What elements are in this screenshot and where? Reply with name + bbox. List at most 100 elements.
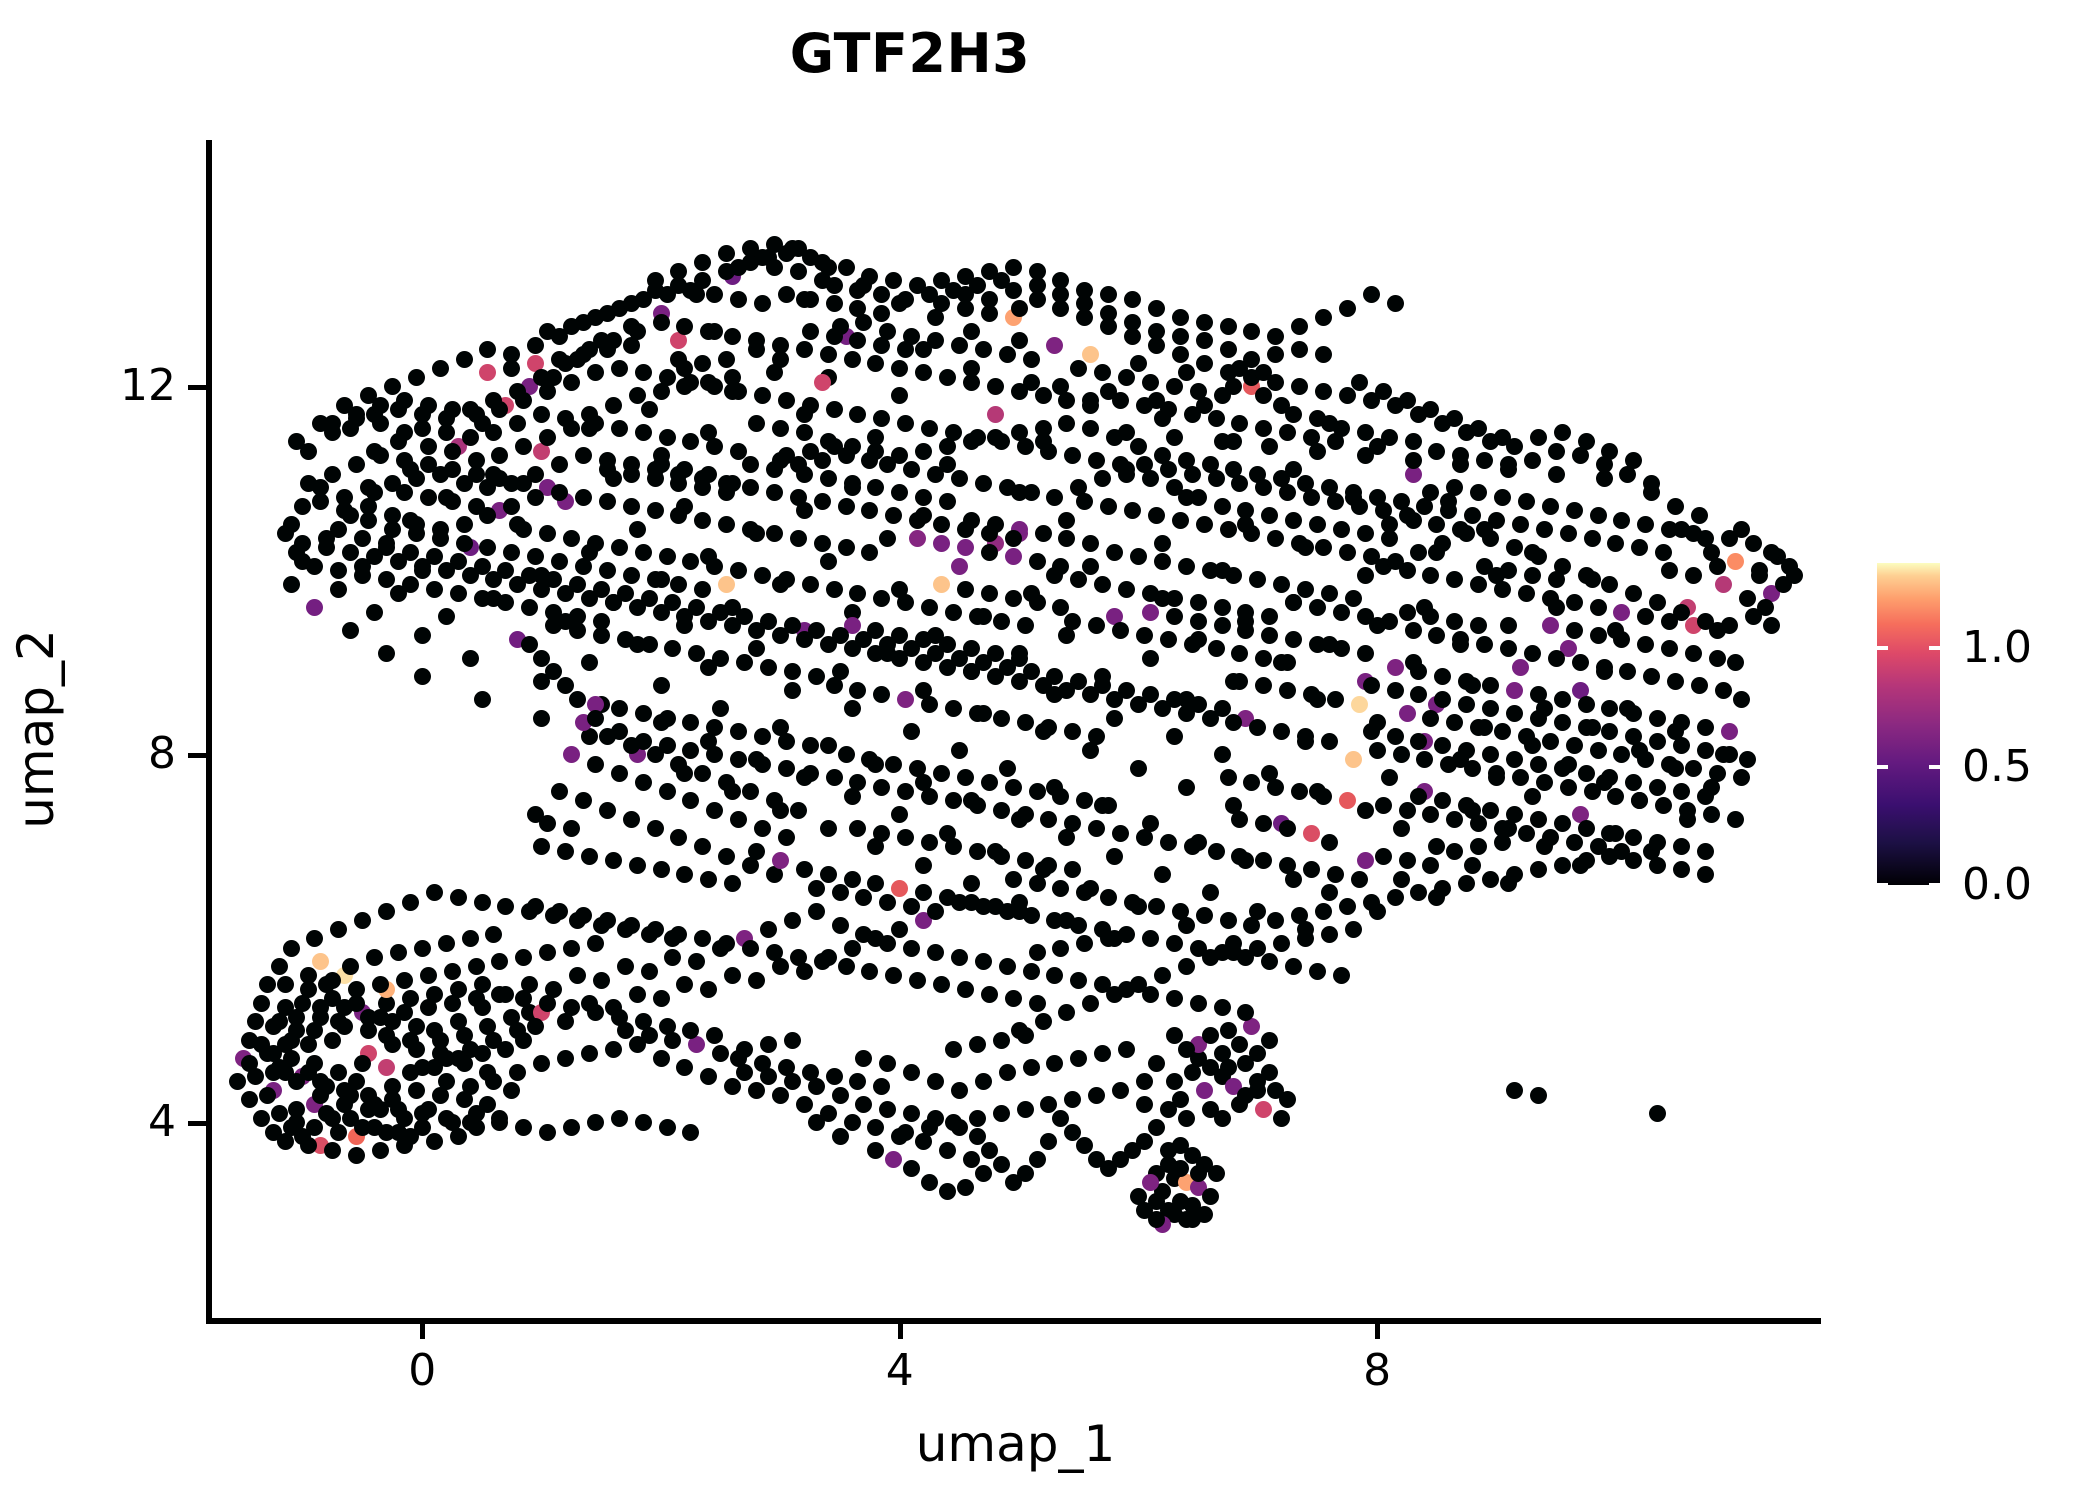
scatter-point	[1368, 741, 1386, 759]
scatter-point	[730, 723, 748, 741]
scatter-point	[664, 640, 682, 658]
scatter-point	[1124, 327, 1141, 345]
scatter-point	[413, 668, 431, 685]
scatter-point	[1159, 461, 1177, 478]
scatter-point	[1249, 1045, 1267, 1063]
scatter-point	[503, 497, 521, 515]
scatter-point	[956, 769, 974, 787]
scatter-point	[515, 391, 533, 409]
scatter-point	[1285, 405, 1303, 423]
scatter-point	[282, 939, 300, 957]
scatter-point	[897, 341, 915, 359]
scatter-point	[891, 359, 909, 377]
scatter-point	[1464, 856, 1482, 874]
scatter-point	[228, 1073, 246, 1090]
scatter-point	[956, 267, 974, 285]
scatter-point	[527, 806, 545, 824]
scatter-point	[777, 760, 795, 778]
scatter-point	[1118, 681, 1135, 699]
scatter-point	[557, 1013, 574, 1031]
scatter-point	[1649, 594, 1667, 612]
scatter-point	[1082, 345, 1100, 363]
scatter-point	[933, 764, 950, 782]
scatter-point	[598, 801, 616, 819]
scatter-point	[479, 1017, 497, 1035]
scatter-point	[1100, 888, 1118, 906]
scatter-point	[980, 263, 998, 281]
scatter-point	[282, 1050, 300, 1067]
scatter-point	[1219, 1022, 1237, 1040]
scatter-point	[1159, 1142, 1177, 1159]
scatter-point	[1028, 263, 1046, 281]
scatter-point	[1344, 921, 1362, 939]
scatter-point	[449, 980, 467, 998]
scatter-point	[933, 576, 950, 593]
scatter-point	[759, 1036, 777, 1054]
scatter-point	[861, 962, 879, 980]
scatter-point	[1291, 341, 1309, 359]
colorbar-tick-mark	[1877, 646, 1888, 651]
scatter-point	[1738, 589, 1756, 607]
scatter-point	[891, 806, 909, 824]
scatter-point	[527, 548, 545, 566]
scatter-point	[1004, 990, 1022, 1008]
scatter-point	[927, 645, 944, 662]
scatter-point	[1505, 750, 1523, 768]
scatter-point	[1625, 727, 1643, 745]
scatter-point	[1213, 700, 1231, 718]
scatter-point	[545, 603, 563, 621]
scatter-point	[330, 1063, 348, 1081]
scatter-point	[1726, 654, 1744, 672]
scatter-point	[1505, 1082, 1523, 1100]
scatter-point	[1094, 1045, 1112, 1063]
scatter-point	[545, 368, 563, 386]
scatter-point	[843, 787, 861, 805]
scatter-point	[1100, 1160, 1118, 1178]
scatter-point	[885, 507, 903, 524]
scatter-point	[360, 1100, 378, 1118]
scatter-point	[288, 1022, 306, 1040]
scatter-point	[897, 415, 915, 432]
scatter-point	[574, 313, 592, 331]
scatter-point	[604, 332, 622, 350]
scatter-point	[413, 419, 431, 437]
scatter-point	[425, 548, 443, 566]
scatter-point	[986, 378, 1004, 396]
scatter-point	[771, 957, 789, 975]
scatter-point	[1428, 442, 1446, 460]
scatter-point	[771, 336, 789, 354]
scatter-point	[1511, 658, 1529, 676]
scatter-point	[1291, 318, 1309, 336]
scatter-point	[742, 520, 759, 538]
scatter-point	[1362, 548, 1380, 566]
scatter-point	[849, 299, 867, 317]
scatter-point	[1500, 562, 1517, 580]
scatter-point	[1195, 516, 1213, 534]
scatter-point	[1446, 842, 1464, 860]
scatter-point	[873, 1077, 891, 1095]
scatter-point	[1255, 364, 1273, 382]
scatter-point	[1124, 290, 1141, 308]
scatter-point	[1332, 520, 1350, 538]
scatter-point	[1255, 387, 1273, 405]
scatter-point	[1565, 594, 1583, 612]
scatter-point	[867, 1142, 885, 1159]
scatter-point	[1082, 396, 1100, 414]
scatter-point	[1720, 723, 1738, 741]
scatter-point	[1673, 861, 1690, 879]
scatter-point	[789, 240, 807, 258]
scatter-point	[652, 990, 670, 1008]
scatter-point	[1613, 746, 1631, 764]
scatter-point	[1189, 612, 1207, 630]
scatter-point	[551, 456, 568, 474]
scatter-point	[682, 553, 700, 570]
scatter-point	[1535, 773, 1553, 791]
scatter-point	[1147, 1054, 1165, 1072]
scatter-point	[1267, 530, 1285, 547]
scatter-point	[1231, 359, 1249, 377]
scatter-point	[873, 304, 891, 322]
scatter-point	[1356, 801, 1374, 819]
scatter-point	[956, 520, 974, 538]
scatter-point	[706, 438, 724, 455]
scatter-point	[1141, 470, 1159, 488]
